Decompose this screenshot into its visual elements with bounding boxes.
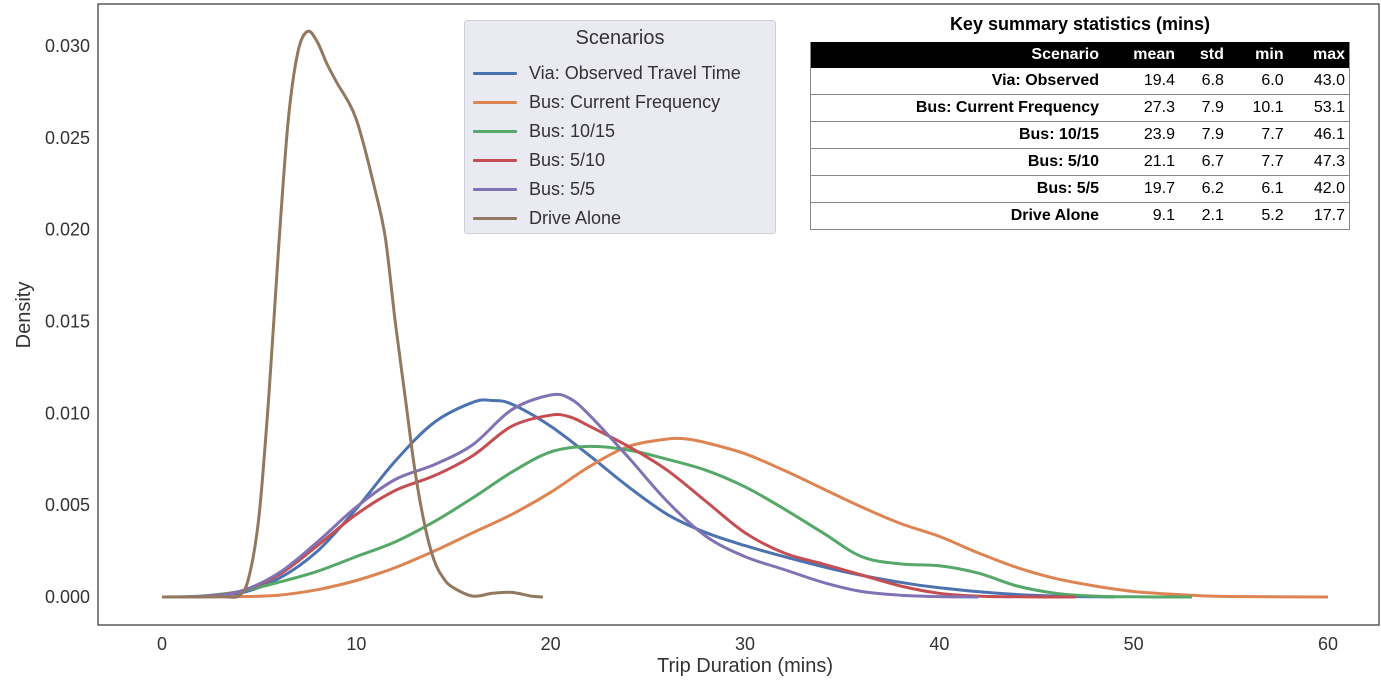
y-tick-label: 0.030 [45,36,90,56]
table-cell-scenario: Via: Observed [810,68,1104,95]
table-row: Drive Alone 9.1 2.1 5.2 17.7 [810,202,1350,230]
legend-title: Scenarios [575,27,665,49]
legend: Scenarios Via: Observed Travel Time Bus: … [464,20,776,234]
header-std: std [1179,42,1228,68]
table-cell-value: 7.7 [1227,148,1288,176]
table-cell-value: 6.2 [1179,175,1228,203]
table-cell-value: 21.1 [1103,148,1180,176]
x-tick-label: 10 [346,634,366,654]
legend-label: Via: Observed Travel Time [529,62,741,83]
table-cell-scenario: Bus: 10/15 [810,121,1104,149]
x-tick-label: 0 [157,634,167,654]
table-cell-value: 27.3 [1103,94,1180,122]
table-cell-value: 19.4 [1103,68,1180,95]
header-max: max [1287,42,1350,68]
x-axis-label: Trip Duration (mins) [657,655,833,677]
legend-label: Bus: 10/15 [529,120,616,141]
legend-label: Bus: Current Frequency [529,91,721,112]
series-line-0 [161,398,1115,599]
series-line-1 [161,436,1329,599]
table-cell-value: 23.9 [1103,121,1180,149]
legend-item: Bus: 5/5 [473,175,595,203]
table-cell-value: 47.3 [1287,148,1350,176]
table-cell-value: 46.1 [1287,121,1350,149]
table-row: Bus: Current Frequency 27.3 7.9 10.1 53.1 [810,94,1350,122]
legend-swatch [473,100,517,104]
series-line-4 [161,392,979,599]
summary-stats-table: Scenario mean std min max Via: Observed 1… [810,42,1350,230]
table-cell-scenario: Drive Alone [810,202,1104,230]
table-cell-value: 7.9 [1179,94,1228,122]
table-cell-value: 2.1 [1179,202,1228,230]
table-cell-value: 43.0 [1287,68,1350,95]
x-tick-label: 40 [929,634,949,654]
table-row: Via: Observed 19.4 6.8 6.0 43.0 [810,68,1350,95]
table-cell-value: 7.9 [1179,121,1228,149]
table-cell-value: 9.1 [1103,202,1180,230]
y-tick-label: 0.020 [45,220,90,240]
x-tick-label: 30 [735,634,755,654]
x-tick-label: 50 [1124,634,1144,654]
legend-item: Bus: 10/15 [473,117,615,145]
table-cell-value: 17.7 [1287,202,1350,230]
y-tick-label: 0.015 [45,312,90,332]
table-row: Bus: 5/5 19.7 6.2 6.1 42.0 [810,175,1350,203]
legend-item: Drive Alone [473,204,621,232]
series-line-5 [161,29,544,599]
y-tick-label: 0.025 [45,128,90,148]
series-line-2 [161,444,1193,599]
y-tick-label: 0.000 [45,587,90,607]
header-scenario: Scenario [810,42,1104,68]
legend-label: Bus: 5/5 [529,178,596,199]
table-header-row: Scenario mean std min max [810,42,1350,68]
table-cell-value: 42.0 [1287,175,1350,203]
x-tick-label: 20 [541,634,561,654]
legend-item: Via: Observed Travel Time [473,59,741,87]
legend-swatch [473,187,517,191]
legend-label: Drive Alone [529,207,622,228]
legend-swatch [473,158,517,162]
legend-item: Bus: Current Frequency [473,88,720,116]
table-cell-value: 19.7 [1103,175,1180,203]
y-axis-label: Density [13,282,35,349]
legend-label: Bus: 5/10 [529,149,606,170]
y-tick-label: 0.005 [45,495,90,515]
table-cell-scenario: Bus: Current Frequency [810,94,1104,122]
table-cell-scenario: Bus: 5/10 [810,148,1104,176]
table-cell-value: 6.1 [1227,175,1288,203]
table-row: Bus: 5/10 21.1 6.7 7.7 47.3 [810,148,1350,176]
x-tick-label: 60 [1318,634,1338,654]
table-cell-value: 6.0 [1227,68,1288,95]
table-cell-value: 10.1 [1227,94,1288,122]
legend-item: Bus: 5/10 [473,146,605,174]
header-mean: mean [1103,42,1180,68]
table-cell-value: 5.2 [1227,202,1288,230]
legend-swatch [473,129,517,133]
table-cell-value: 7.7 [1227,121,1288,149]
legend-swatch [473,71,517,75]
table-cell-value: 6.8 [1179,68,1228,95]
table-cell-value: 6.7 [1179,148,1228,176]
table-cell-value: 53.1 [1287,94,1350,122]
stats-table-title: Key summary statistics (mins) [949,14,1211,34]
plot-frame [97,3,1380,626]
series-line-3 [161,413,1076,599]
legend-swatch [473,216,517,220]
y-tick-label: 0.010 [45,403,90,423]
table-cell-scenario: Bus: 5/5 [810,175,1104,203]
header-min: min [1227,42,1288,68]
table-row: Bus: 10/15 23.9 7.9 7.7 46.1 [810,121,1350,149]
